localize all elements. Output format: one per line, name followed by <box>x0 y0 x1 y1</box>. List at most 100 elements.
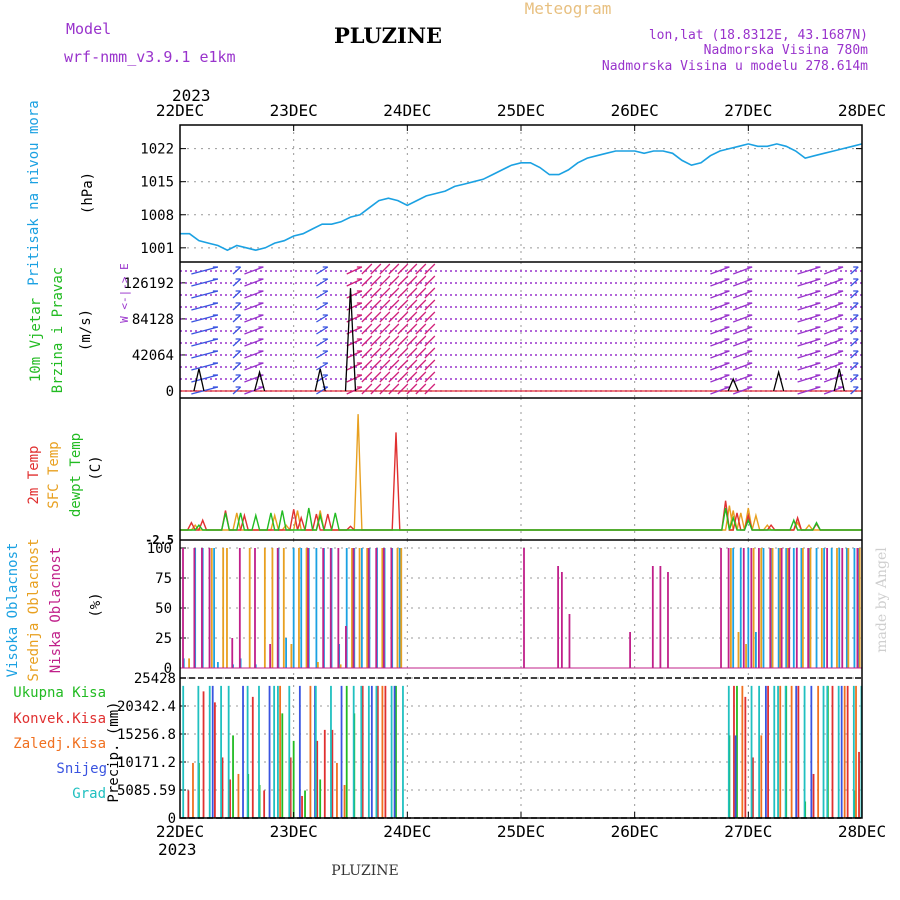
wind-barb <box>370 275 382 287</box>
year-top: 2023 <box>172 86 211 105</box>
x-tick-label-top: 27DEC <box>724 101 772 120</box>
wind-barb <box>823 326 844 335</box>
wind-barb <box>823 290 844 299</box>
x-tick-label-bottom: 28DEC <box>838 822 886 841</box>
y-tick-label: 0 <box>164 661 172 677</box>
wind-barb <box>397 359 409 371</box>
x-tick-label-bottom: 24DEC <box>383 822 431 841</box>
wind-barb <box>361 323 373 335</box>
wind-barb <box>797 350 821 359</box>
plot-area: 1001 1008 1015 1022 Pritisak na nivou mora (h… <box>5 100 886 841</box>
wind-barb <box>415 383 427 395</box>
wind-barb <box>379 335 391 347</box>
wind-barb <box>850 302 859 311</box>
wind-barb <box>370 347 382 359</box>
x-tick-label-bottom: 26DEC <box>611 822 659 841</box>
t2m-label: 2m Temp <box>26 445 42 504</box>
wind-barb <box>346 278 363 287</box>
wind-barb <box>415 347 427 359</box>
wind-barb <box>732 314 753 323</box>
wind-barb <box>244 350 264 359</box>
model-name: wrf-nmm_v3.9.1 e1km <box>64 48 236 66</box>
wind-barb <box>361 287 373 299</box>
wind-barb <box>823 314 844 323</box>
y-tick-label: 75 <box>155 571 172 587</box>
wind-barb <box>379 323 391 335</box>
y-tick-label: 1001 <box>140 241 174 257</box>
wind-barb <box>346 266 363 275</box>
wind-barb <box>424 335 436 347</box>
wind-barb <box>370 299 382 311</box>
wind-barb <box>379 383 391 395</box>
wind-barb <box>732 350 753 359</box>
dewpt-temp-line <box>180 507 862 531</box>
wind-barb <box>361 371 373 383</box>
wind-barb <box>379 287 391 299</box>
wind-barb <box>346 290 363 299</box>
wind-barb <box>379 311 391 323</box>
wind-barb <box>732 374 753 383</box>
wind-barb <box>424 263 436 275</box>
y-tick-label: 0 <box>166 384 174 400</box>
wind-barb <box>244 338 264 347</box>
y-tick-label: 5085.59 <box>117 783 176 799</box>
wind-barb <box>406 299 418 311</box>
wind-barb <box>710 266 730 275</box>
wind-barb <box>397 347 409 359</box>
wind-barb <box>415 311 427 323</box>
wind-barb <box>823 374 844 383</box>
wind-barb <box>244 386 264 395</box>
wind-barb <box>316 266 329 275</box>
wind-barb <box>397 263 409 275</box>
x-tick-label-bottom: 23DEC <box>270 822 318 841</box>
wind-barb <box>232 266 242 275</box>
x-tick-label-top: 22DEC <box>156 101 204 120</box>
x-tick-label-top: 25DEC <box>497 101 545 120</box>
cloud-mid-label: Srednja Oblacnost <box>26 538 42 681</box>
wind-barb <box>850 266 859 275</box>
wind-barb <box>316 326 329 335</box>
wind-barb <box>316 386 329 395</box>
wind-barb <box>232 302 242 311</box>
y-tick-label: 0 <box>168 811 176 827</box>
wind-barb <box>388 275 400 287</box>
wind-barb <box>415 299 427 311</box>
wind-barb <box>244 290 264 299</box>
wind-barb <box>370 359 382 371</box>
wind-barb <box>424 287 436 299</box>
wind-barb <box>797 374 821 383</box>
wind-barb <box>191 278 219 287</box>
y-tick-label: 126192 <box>123 276 174 292</box>
wind-barb <box>424 371 436 383</box>
wind-barb <box>424 347 436 359</box>
wind-barb <box>244 362 264 371</box>
wind-barb <box>424 323 436 335</box>
wind-unit: (m/s) <box>78 309 94 351</box>
wind-barb <box>191 290 219 299</box>
y-tick-label: 1022 <box>140 142 174 158</box>
wind-barb <box>732 266 753 275</box>
x-tick-label-top: 28DEC <box>838 101 886 120</box>
y-tick-label: 10171.2 <box>117 755 176 771</box>
wind-barb <box>316 362 329 371</box>
wind-barb <box>424 275 436 287</box>
wind-barb <box>797 290 821 299</box>
wind-barb <box>361 299 373 311</box>
x-tick-label-bottom: 27DEC <box>724 822 772 841</box>
precip-legend-label: Ukupna Kisa <box>13 685 106 701</box>
wind-barb <box>191 338 219 347</box>
y-tick-label: 20342.4 <box>117 699 176 715</box>
wind-barb <box>232 326 242 335</box>
wind-barb <box>379 371 391 383</box>
wind-barb <box>710 326 730 335</box>
wind-barb <box>244 278 264 287</box>
pressure-unit: (hPa) <box>80 172 96 214</box>
wind-barb <box>406 287 418 299</box>
wind-gust <box>253 369 266 392</box>
wind-barb <box>379 263 391 275</box>
wind-barb <box>415 287 427 299</box>
temp-unit: (C) <box>88 455 104 480</box>
wind-barb <box>316 338 329 347</box>
wind-barb <box>406 347 418 359</box>
wind-barb <box>397 287 409 299</box>
